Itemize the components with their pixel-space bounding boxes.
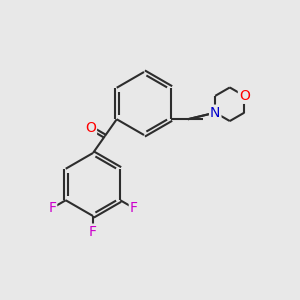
Text: F: F [89,225,97,238]
Text: F: F [48,201,56,215]
Text: O: O [239,89,250,103]
Text: O: O [85,121,96,135]
Text: N: N [210,106,220,120]
Text: F: F [130,201,138,215]
